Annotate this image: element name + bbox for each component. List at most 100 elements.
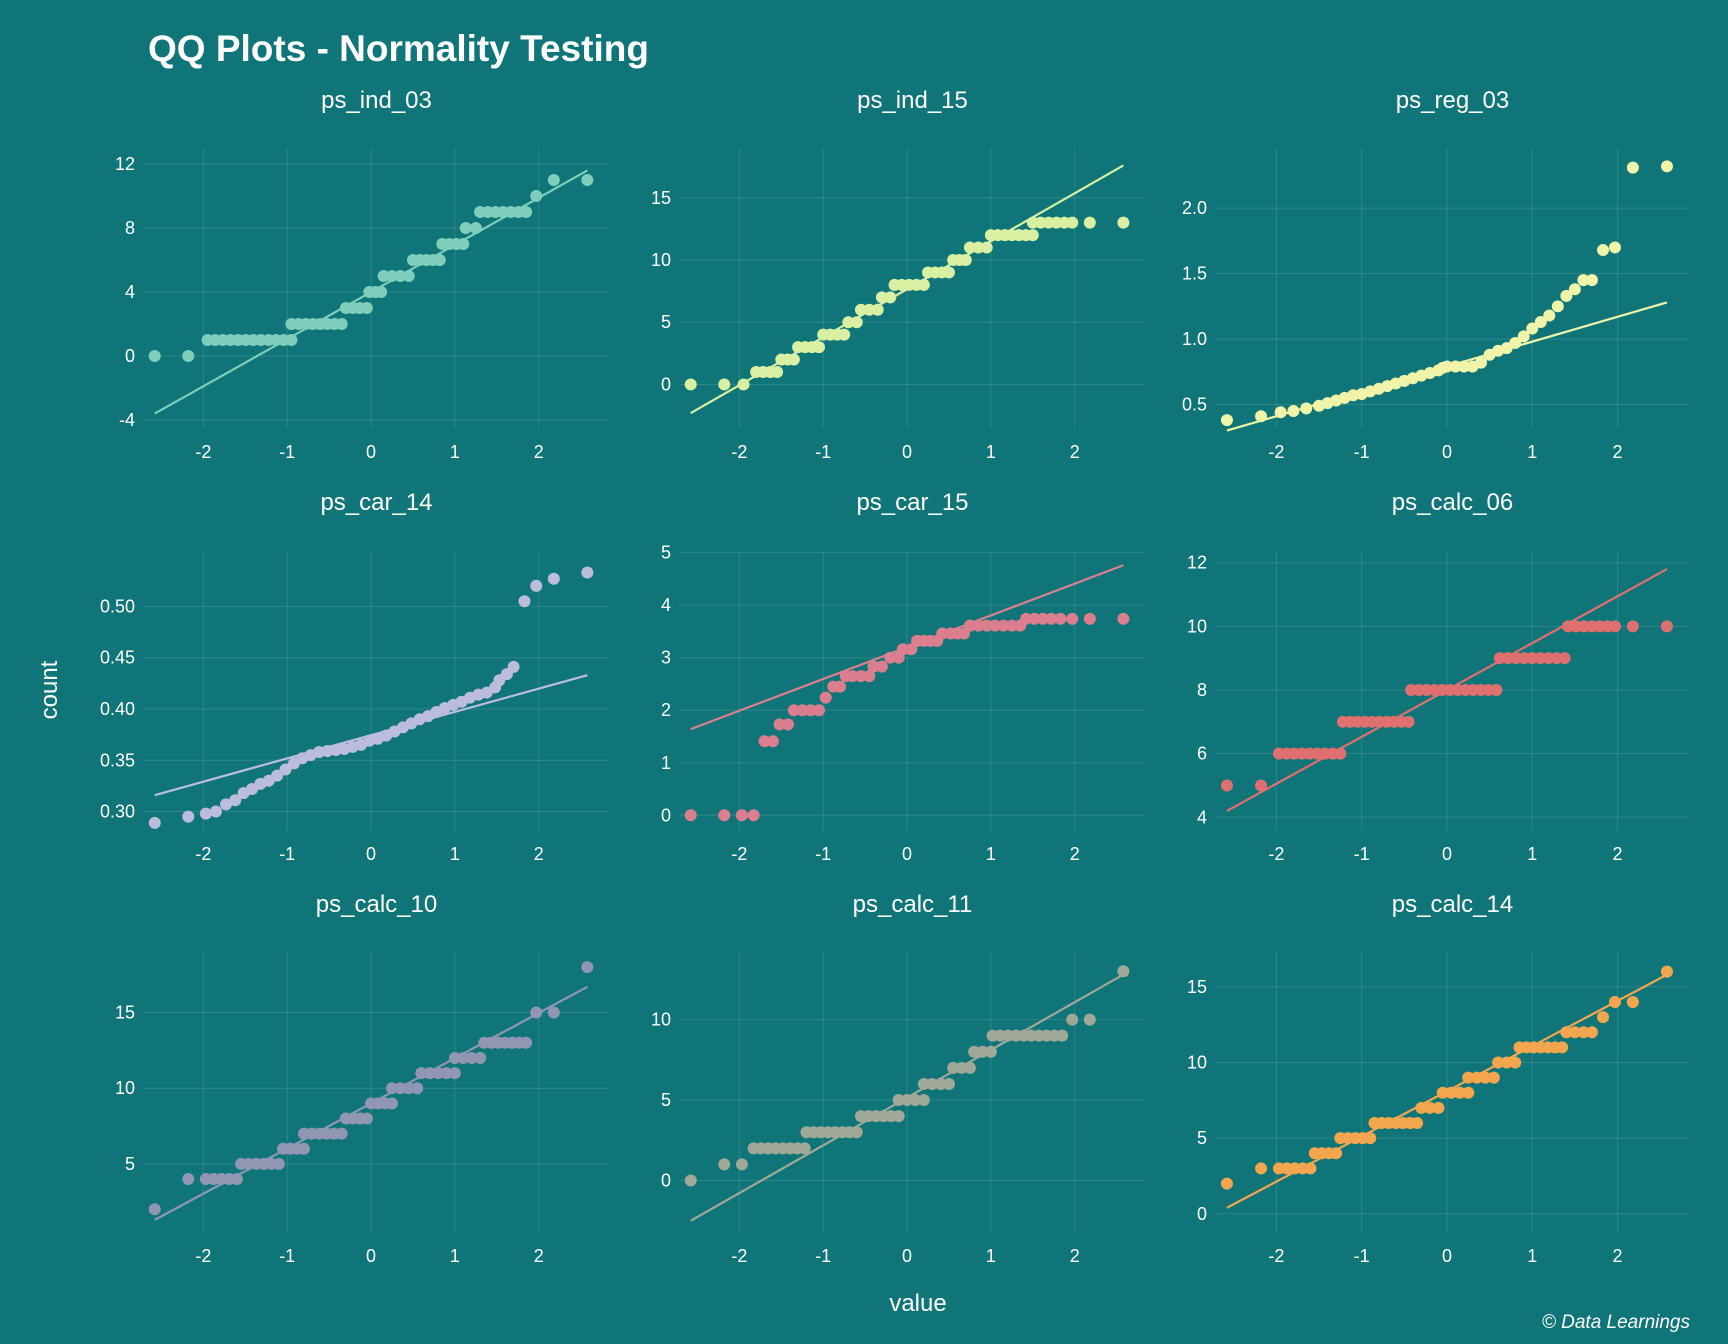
qq-point: [863, 303, 876, 316]
qq-point: [1083, 216, 1096, 229]
facet-title: ps_car_15: [856, 489, 968, 516]
y-tick-label: 0: [125, 346, 135, 366]
qq-point: [1462, 1071, 1475, 1084]
qq-point: [1458, 360, 1471, 373]
y-tick-label: 8: [125, 218, 135, 238]
x-tick-label: 2: [1613, 844, 1623, 864]
qq-point: [963, 619, 976, 632]
qq-point: [199, 807, 212, 820]
qq-point: [209, 805, 222, 818]
x-tick-label: 2: [1070, 442, 1080, 462]
qq-point: [1066, 1013, 1079, 1026]
qq-point: [1028, 612, 1041, 625]
qq-point: [415, 1067, 428, 1080]
qq-point: [875, 291, 888, 304]
qq-point: [771, 366, 784, 378]
qq-point: [520, 206, 533, 218]
x-tick-label: 1: [450, 1246, 460, 1266]
qq-point: [980, 241, 993, 254]
qq-point: [917, 1077, 930, 1090]
qq-point: [402, 270, 415, 282]
qq-point: [1470, 1071, 1483, 1084]
qq-point: [892, 1110, 905, 1123]
facet-panel: ps_calc_14 -2 -1 0 1 2 0 5 10 15: [1187, 891, 1690, 1266]
qq-point: [735, 809, 748, 822]
qq-point: [718, 378, 731, 391]
qq-point: [469, 222, 482, 234]
qq-point: [813, 341, 826, 354]
x-tick-label: -2: [195, 844, 211, 864]
qq-point: [581, 961, 594, 974]
qq-point: [530, 579, 543, 592]
x-tick-label: -1: [1354, 442, 1370, 462]
qq-point: [968, 1045, 981, 1058]
qq-point: [718, 1158, 731, 1171]
qq-point: [474, 1051, 487, 1064]
qq-point: [909, 1094, 922, 1107]
x-tick-label: -1: [1354, 844, 1370, 864]
qq-point: [1556, 1041, 1569, 1054]
qq-point: [394, 270, 407, 282]
qq-point: [386, 1097, 399, 1110]
facet-title: ps_calc_11: [853, 891, 973, 918]
x-tick-label: 0: [366, 442, 376, 462]
qq-point: [530, 1006, 543, 1019]
qq-point: [433, 254, 446, 266]
x-tick-label: 1: [1527, 844, 1537, 864]
qq-point: [875, 660, 888, 673]
qq-point: [1626, 995, 1639, 1008]
facet-panel: ps_ind_15 -2 -1 0 1 2 0 5 10 15: [651, 87, 1146, 462]
x-tick-label: 2: [1613, 1246, 1623, 1266]
qq-point: [1608, 241, 1621, 254]
y-tick-label: 12: [115, 154, 135, 174]
y-tick-label: 0.5: [1182, 394, 1207, 414]
qq-point: [440, 1067, 453, 1080]
facet-title: ps_calc_14: [1392, 891, 1513, 918]
qq-point: [901, 1094, 914, 1107]
qq-point: [1509, 336, 1522, 349]
x-tick-label: 0: [366, 844, 376, 864]
qq-point: [854, 670, 867, 683]
qq-point: [1083, 612, 1096, 625]
facet-title: ps_calc_10: [316, 891, 437, 918]
qq-point: [976, 1045, 989, 1058]
y-tick-label: 0: [661, 374, 671, 394]
x-tick-label: -2: [731, 442, 747, 462]
y-tick-label: -4: [119, 410, 135, 430]
y-tick-label: 15: [1187, 977, 1207, 997]
qq-point: [863, 670, 876, 683]
qq-point: [581, 566, 594, 579]
qq-point: [335, 318, 348, 330]
qq-point: [842, 316, 855, 329]
qq-point: [972, 241, 985, 254]
qq-point: [1423, 1101, 1436, 1114]
qq-point: [423, 1067, 436, 1080]
qq-point: [1660, 965, 1673, 978]
qq-point: [1334, 747, 1347, 760]
y-tick-label: 10: [1187, 616, 1207, 636]
qq-point: [684, 809, 697, 822]
qq-point: [819, 691, 832, 704]
qq-point: [220, 798, 233, 811]
qq-point: [1445, 1086, 1458, 1099]
y-tick-label: 4: [1197, 807, 1207, 827]
y-tick-label: 0.30: [100, 802, 135, 822]
qq-point: [459, 222, 472, 234]
qq-point: [1330, 1147, 1343, 1160]
qq-point: [1066, 612, 1079, 625]
x-tick-label: -1: [815, 1246, 831, 1266]
qq-point: [781, 718, 794, 731]
qq-point: [1487, 1071, 1500, 1084]
qq-point: [758, 735, 771, 748]
y-tick-label: 10: [651, 250, 671, 270]
qq-point: [1117, 612, 1130, 625]
qq-point: [984, 1045, 997, 1058]
x-tick-label: 0: [366, 1246, 376, 1266]
qq-point: [838, 328, 851, 341]
qq-point: [850, 1126, 863, 1139]
qq-point: [905, 643, 918, 656]
y-tick-label: 4: [661, 595, 671, 615]
qq-point: [959, 254, 972, 266]
y-tick-label: 8: [1197, 680, 1207, 700]
